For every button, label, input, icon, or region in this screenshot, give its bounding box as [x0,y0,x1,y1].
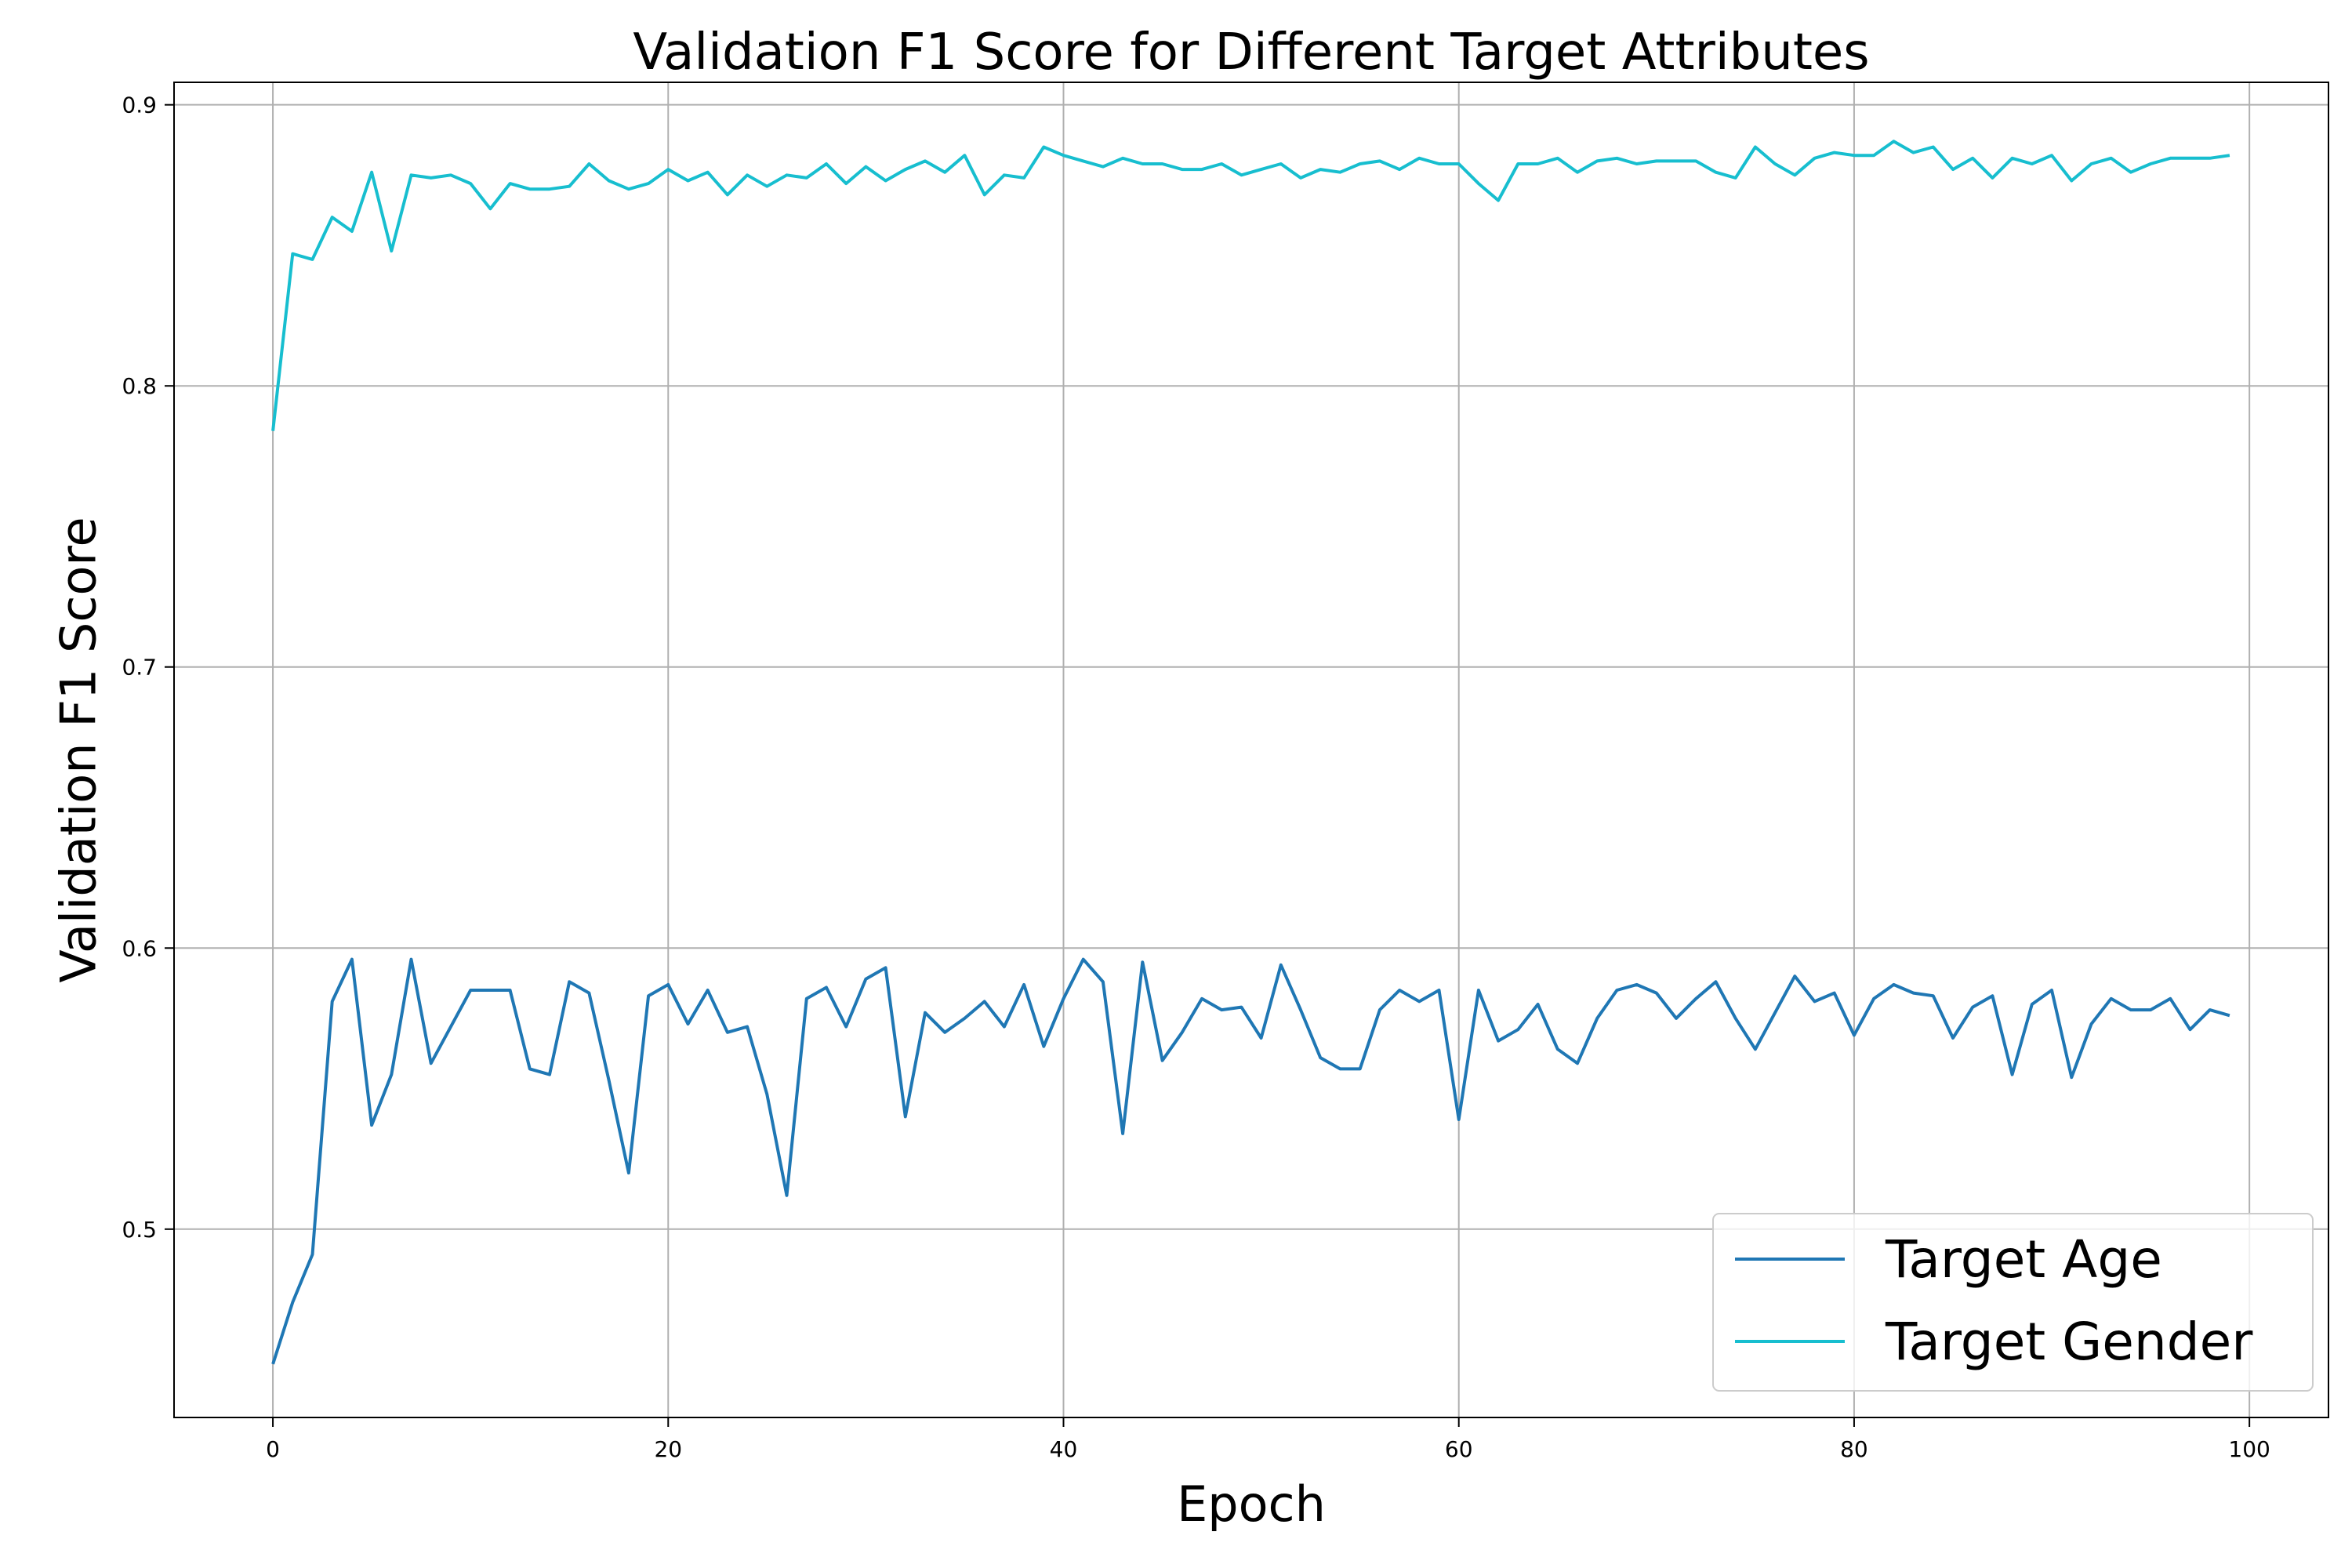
legend: Target Age Target Gender [1712,1213,2314,1392]
legend-box [1712,1213,2314,1392]
chart-title: Validation F1 Score for Different Target… [633,24,1869,82]
legend-label-target-age: Target Age [1885,1229,2162,1290]
series-line-target-gender [271,140,2230,431]
x-tick-label: 40 [1050,1436,1078,1462]
y-tick-label: 0.7 [122,655,157,681]
x-tick-label: 100 [2228,1436,2270,1462]
x-tick-label: 60 [1445,1436,1473,1462]
y-tick-label: 0.5 [122,1217,157,1243]
x-axis-title: Epoch [1177,1475,1326,1533]
y-tick-label: 0.8 [122,373,157,399]
legend-label-target-gender: Target Gender [1885,1312,2253,1372]
y-tick-label: 0.6 [122,935,157,961]
series-layer [271,140,2230,1365]
series-line-target-age [271,957,2230,1365]
grid [174,82,2328,1417]
axes-frame [173,82,2329,1418]
x-tick-label: 80 [1840,1436,1868,1462]
y-tick-label: 0.9 [122,93,157,118]
x-tick-label: 20 [654,1436,682,1462]
y-axis-title: Validation F1 Score [50,517,107,982]
ticks: 0 20 40 60 80 100 0.5 0.6 0.7 0.8 0.9 [122,93,2270,1462]
x-tick-label: 0 [266,1436,280,1462]
